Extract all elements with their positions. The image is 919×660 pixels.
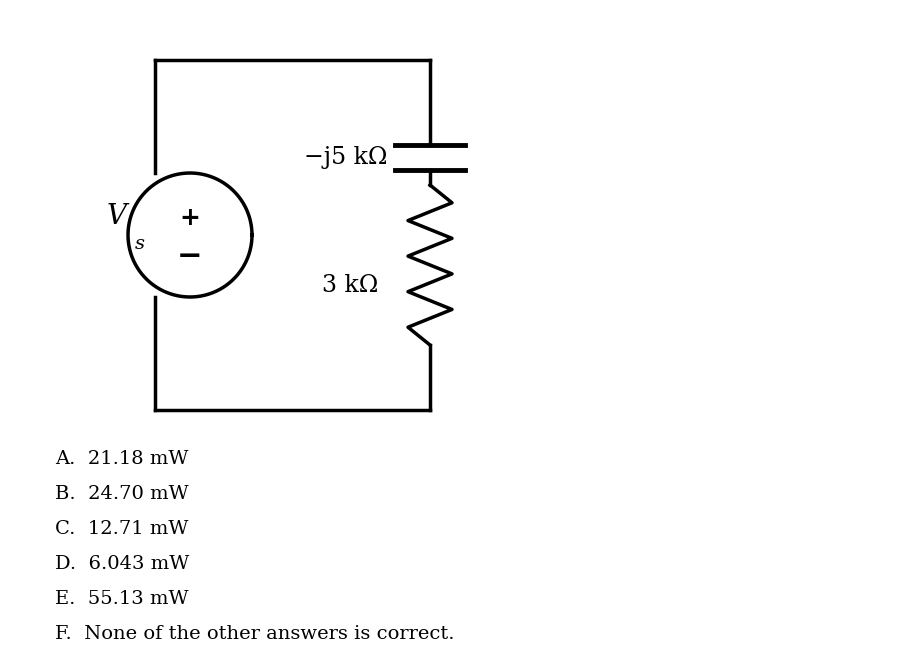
Text: −: − bbox=[177, 242, 203, 271]
Text: E.  55.13 mW: E. 55.13 mW bbox=[55, 590, 188, 608]
Text: 3 kΩ: 3 kΩ bbox=[322, 273, 378, 296]
Text: s: s bbox=[135, 236, 145, 253]
Text: D.  6.043 mW: D. 6.043 mW bbox=[55, 555, 189, 573]
Text: V: V bbox=[107, 203, 127, 230]
Text: A.  21.18 mW: A. 21.18 mW bbox=[55, 450, 188, 468]
Text: C.  12.71 mW: C. 12.71 mW bbox=[55, 520, 188, 538]
Text: +: + bbox=[179, 206, 200, 230]
Text: B.  24.70 mW: B. 24.70 mW bbox=[55, 485, 188, 503]
Text: −j5 kΩ: −j5 kΩ bbox=[303, 146, 387, 169]
Text: F.  None of the other answers is correct.: F. None of the other answers is correct. bbox=[55, 625, 455, 643]
